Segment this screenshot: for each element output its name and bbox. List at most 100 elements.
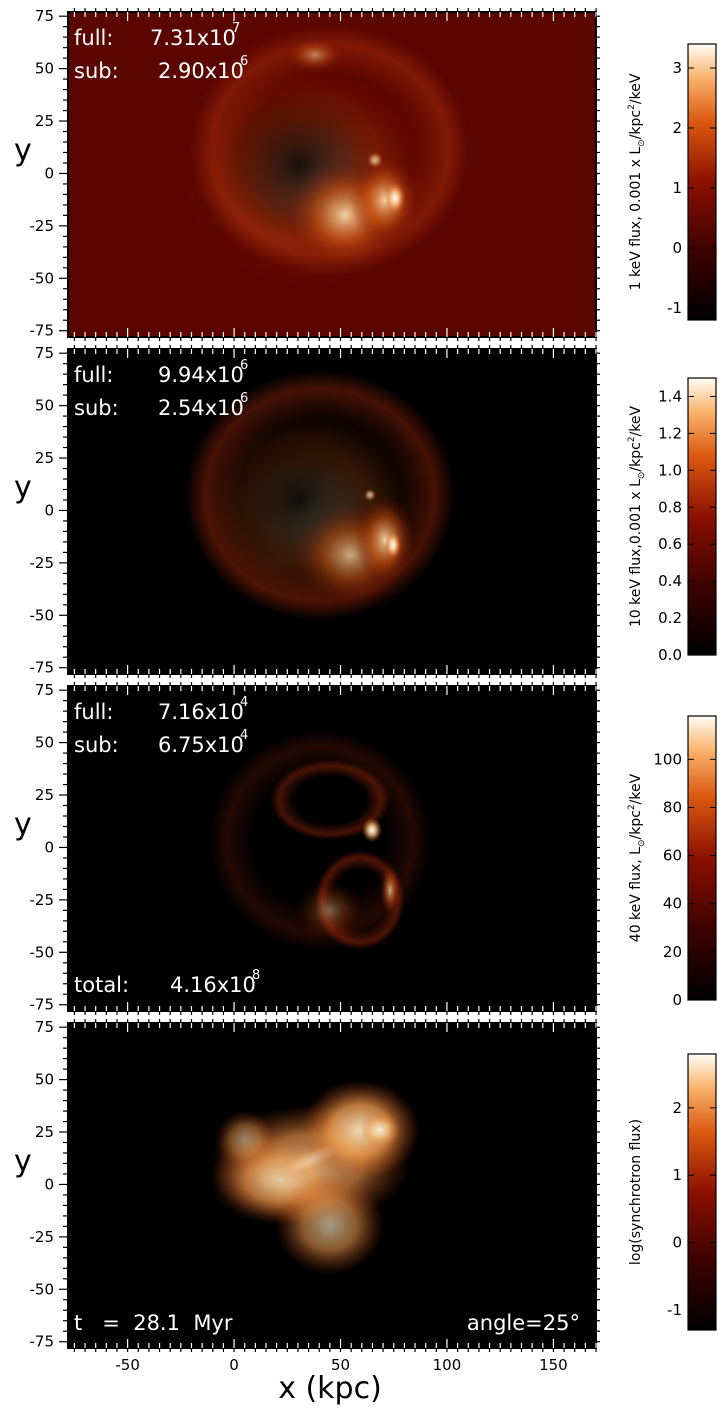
colorbar-tick-label: 1.4 — [658, 387, 682, 405]
colorbar-3: 100 80 60 40 20 0 40 keV flux, L⊙/kpc2/keV — [627, 715, 717, 1009]
colorbar-tick-label: 1.0 — [658, 461, 682, 479]
panel-1-sub-label: sub: — [74, 59, 119, 83]
panel-1-full-exp: 7 — [232, 21, 240, 36]
panel-4-frame — [67, 1022, 597, 1349]
panel-2-frame — [67, 348, 597, 675]
colorbar-tick-label: 2 — [672, 1099, 682, 1117]
colorbar-tick-label: 80 — [663, 798, 682, 816]
y-tick-label: -50 — [30, 943, 55, 961]
colorbar-tick-label: 2 — [672, 119, 682, 137]
colorbar-4-bar — [687, 1053, 717, 1331]
y-tick-label: -75 — [30, 996, 55, 1014]
panel-3-ylabel: y — [14, 807, 32, 842]
panel-4-emission-image — [210, 1080, 420, 1275]
panel-40keV: full: 7.16x10 4 sub: 6.75x10 4 total: 4.… — [67, 685, 597, 1012]
x-tick-label: -50 — [115, 1356, 140, 1374]
panel-2-full-value: 9.94x10 — [158, 363, 244, 387]
colorbar-tick-label: -1 — [667, 299, 682, 317]
colorbar-tick-label: 0.2 — [658, 609, 682, 627]
panel-1-full-label: full: — [74, 26, 113, 50]
colorbar-tick-label: 0 — [672, 1233, 682, 1251]
y-tick-label: 0 — [44, 164, 54, 182]
colorbar-tick-label: 40 — [663, 895, 682, 913]
colorbar-tick-label: 0.4 — [658, 572, 682, 590]
panel-4-angle-label: angle=25° — [467, 1311, 580, 1335]
colorbar-4-title: log(synchrotron flux) — [628, 1119, 644, 1265]
panel-synchrotron: t = 28.1 Myr angle=25° — [67, 1022, 597, 1349]
colorbar-tick-label: 100 — [653, 750, 682, 768]
colorbar-tick-label: 1.2 — [658, 424, 682, 442]
panel-2-emission-image — [185, 370, 455, 620]
panel-1-emission-image — [180, 25, 470, 290]
panel-1-sub-value: 2.90x10 — [158, 59, 244, 83]
axis-ticks: 75 50 25 0 -25 -50 -75 75 50 25 0 -25 -50 -75 75 50 25 0 -… — [30, 7, 600, 1374]
panel-3-full-label: full: — [74, 700, 113, 724]
y-tick-label: -75 — [30, 659, 55, 677]
y-tick-label: -50 — [30, 269, 55, 287]
colorbars: 3 2 1 0 -1 1 keV flux, 0.001 x L⊙/kpc2/keV 1.4… — [627, 43, 717, 1331]
y-tick-label: 75 — [35, 344, 54, 362]
colorbar-tick-label: 60 — [663, 847, 682, 865]
colorbar-tick-label: 0.6 — [658, 535, 682, 553]
panel-3-sub-exp: 4 — [240, 728, 248, 743]
x-tick-label: 0 — [229, 1356, 239, 1374]
y-tick-label: -75 — [30, 322, 55, 340]
colorbar-tick-label: 3 — [672, 59, 682, 77]
x-axis-title: x (kpc) — [278, 1371, 382, 1406]
panel-1-ylabel: y — [14, 133, 32, 168]
y-tick-label: 50 — [35, 397, 54, 415]
panel-1-sub-exp: 6 — [240, 54, 248, 69]
panel-3-full-exp: 4 — [240, 695, 248, 710]
colorbar-1-title: 1 keV flux, 0.001 x L⊙/kpc2/keV — [627, 73, 647, 290]
colorbar-1-bar — [687, 43, 717, 321]
y-tick-label: -25 — [30, 217, 55, 235]
panel-10keV: full: 9.94x10 6 sub: 2.54x10 6 — [67, 348, 597, 675]
y-tick-label: 25 — [35, 1123, 54, 1141]
colorbar-tick-label: 0.8 — [658, 498, 682, 516]
y-tick-label: 25 — [35, 449, 54, 467]
y-tick-label: -50 — [30, 1280, 55, 1298]
panel-2-full-exp: 6 — [240, 358, 248, 373]
panel-2-full-label: full: — [74, 363, 113, 387]
colorbar-2: 1.4 1.2 1.0 0.8 0.6 0.4 0.2 0.0 10 keV flux,0.00… — [627, 377, 717, 664]
panel-1-full-value: 7.31x10 — [150, 26, 236, 50]
panel-2-sub-label: sub: — [74, 396, 119, 420]
colorbar-3-title: 40 keV flux, L⊙/kpc2/keV — [627, 773, 647, 942]
panel-3-sub-label: sub: — [74, 733, 119, 757]
x-tick-label: 50 — [331, 1356, 350, 1374]
colorbar-1: 3 2 1 0 -1 1 keV flux, 0.001 x L⊙/kpc2/keV — [627, 43, 717, 321]
y-tick-label: -25 — [30, 1228, 55, 1246]
y-tick-label: -75 — [30, 1333, 55, 1351]
panel-2-sub-value: 2.54x10 — [158, 396, 244, 420]
panel-3-total-value: 4.16x10 — [170, 973, 256, 997]
panel-4-time-label: t = 28.1 Myr — [74, 1311, 233, 1335]
x-tick-label: 100 — [433, 1356, 462, 1374]
y-tick-label: 75 — [35, 7, 54, 25]
panel-3-full-value: 7.16x10 — [158, 700, 244, 724]
y-tick-label: -50 — [30, 606, 55, 624]
y-tick-label: 50 — [35, 734, 54, 752]
colorbar-tick-label: 1 — [672, 1166, 682, 1184]
colorbar-tick-label: 0 — [672, 239, 682, 257]
y-tick-label: 0 — [44, 838, 54, 856]
colorbar-4: 2 1 0 -1 log(synchrotron flux) — [628, 1053, 717, 1331]
y-tick-label: 0 — [44, 501, 54, 519]
panel-3-total-exp: 8 — [252, 968, 260, 983]
y-tick-label: 75 — [35, 1018, 54, 1036]
panel-2-sub-exp: 6 — [240, 391, 248, 406]
panel-3-sub-value: 6.75x10 — [158, 733, 244, 757]
y-tick-label: 0 — [44, 1175, 54, 1193]
panel-3-emission-image — [210, 730, 430, 950]
colorbar-tick-label: 0 — [672, 991, 682, 1009]
y-tick-label: 50 — [35, 1071, 54, 1089]
y-tick-label: 75 — [35, 681, 54, 699]
colorbar-2-bar — [687, 377, 717, 656]
colorbar-tick-label: 0.0 — [658, 646, 682, 664]
y-tick-label: -25 — [30, 554, 55, 572]
panel-2-ylabel: y — [14, 470, 32, 505]
colorbar-tick-label: 20 — [663, 943, 682, 961]
colorbar-2-title: 10 keV flux,0.001 x L⊙/kpc2/keV — [627, 405, 647, 627]
y-tick-label: -25 — [30, 891, 55, 909]
colorbar-3-bar — [687, 715, 717, 1001]
